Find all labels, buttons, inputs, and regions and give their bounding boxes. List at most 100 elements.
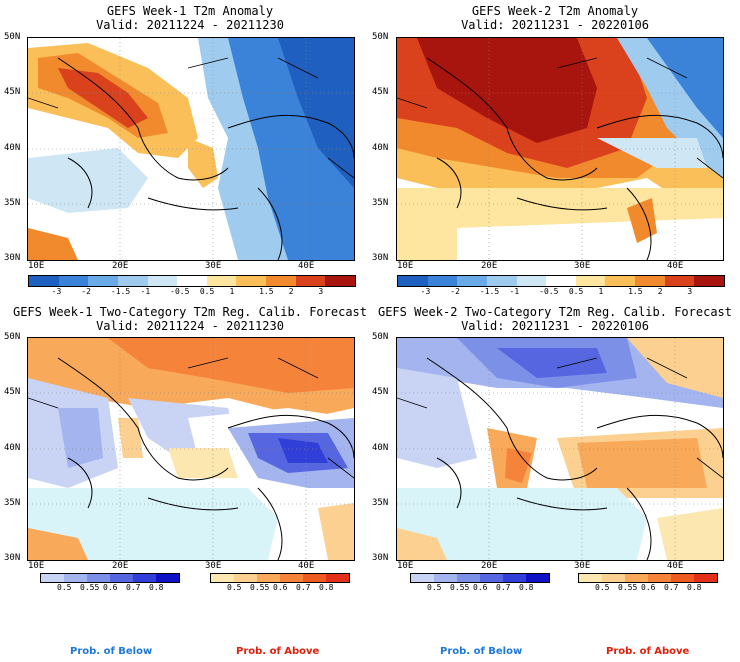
colorbar-tick-label: 2 [288,287,294,296]
colorbar-swatch [434,574,457,582]
lon-label: 40E [298,261,315,271]
lat-label: 30N [4,253,21,263]
colorbar-tick-label: 0.7 [496,583,511,592]
colorbar-swatch [110,574,133,582]
colorbar-swatch [147,276,178,286]
colorbar-tick-label: 0.8 [687,583,702,592]
panel-title: GEFS Week-2 Two-Category T2m Reg. Calib.… [377,305,732,319]
colorbar-swatch [605,276,636,286]
colorbar-tick-label: 0.5 [595,583,610,592]
lat-label: 40N [4,443,21,453]
colorbar-swatch [694,574,717,582]
lon-label: 30E [205,561,222,571]
lon-label: 10E [28,561,45,571]
prob-above-label: Prob. of Above [236,646,320,657]
colorbar-swatch [325,276,356,286]
colorbar-swatch [295,276,326,286]
colorbar-tick-label: 0.5 [568,287,584,296]
colorbar-swatch [526,574,549,582]
lat-label: 35N [4,498,21,508]
lat-label: 45N [4,387,21,397]
colorbar-tick-label: 0.5 [199,287,215,296]
panel-valid: Valid: 20211224 - 20211230 [96,319,284,333]
lat-label: 40N [372,443,389,453]
lon-label: 20E [112,261,129,271]
colorbar-tick-label: 0.7 [126,583,141,592]
lat-label: 35N [372,198,389,208]
panel-title: GEFS Week-1 T2m Anomaly [106,4,274,18]
map-week1-probability [27,337,355,561]
colorbar-swatch [457,276,487,286]
colorbar-tick-label: 2 [657,287,663,296]
colorbar-tick-label: 0.8 [319,583,334,592]
colorbar-tick-label: 0.6 [273,583,288,592]
lat-label: 50N [372,32,389,42]
colorbar-swatch [177,276,207,286]
lon-label: 40E [298,561,315,571]
lon-label: 10E [28,261,45,271]
colorbar-swatch [64,574,87,582]
colorbar-tick-label: 3 [318,287,324,296]
colorbar-swatch [671,574,694,582]
colorbar-swatch [503,574,526,582]
colorbar-tick-label: 0.6 [103,583,118,592]
lat-label: 50N [4,332,21,342]
panel-title: GEFS Week-1 Two-Category T2m Reg. Calib.… [12,305,367,319]
colorbar-swatch [635,276,665,286]
colorbar-tick-label: 1.5 [259,287,274,296]
lat-label: 45N [372,387,389,397]
colorbar-tick-label: 3 [687,287,693,296]
panel-title: GEFS Week-2 T2m Anomaly [471,4,639,18]
colorbar-swatch [156,574,179,582]
lat-label: 45N [4,87,21,97]
colorbar-tick-label: -0.5 [539,287,559,296]
lon-label: 30E [574,261,591,271]
colorbar-tick-label: 1.5 [628,287,643,296]
colorbar-swatch [280,574,303,582]
colorbar-tick-label: 1 [598,287,604,296]
colorbar-swatch [694,276,725,286]
map-week2-anomaly [396,37,724,261]
colorbar-swatch [648,574,671,582]
lon-label: 40E [667,261,684,271]
colorbar-tick-label: 0.55 [450,583,470,592]
below-colorbar [410,573,550,583]
map-week1-anomaly [27,37,355,261]
colorbar-tick-label: 0.55 [618,583,638,592]
colorbar-tick-label: 0.55 [80,583,100,592]
lon-label: 40E [667,561,684,571]
lon-label: 30E [205,261,222,271]
prob-below-label: Prob. of Below [440,646,523,657]
colorbar-swatch [133,574,156,582]
colorbar-tick-label: -0.5 [170,287,190,296]
panel-valid: Valid: 20211231 - 20220106 [461,18,649,32]
lat-label: 35N [4,198,21,208]
lon-label: 10E [397,561,414,571]
panel-valid: Valid: 20211224 - 20211230 [96,18,284,32]
colorbar-tick-label: 0.5 [227,583,242,592]
colorbar-tick-label: 0.5 [427,583,442,592]
panel-valid: Valid: 20211231 - 20220106 [461,319,649,333]
colorbar-swatch [546,276,576,286]
below-colorbar [40,573,180,583]
colorbar-tick-label: -2 [81,287,91,296]
colorbar-swatch [88,276,118,286]
lon-label: 20E [481,561,498,571]
colorbar-swatch [457,574,480,582]
lat-label: 30N [4,553,21,563]
colorbar-swatch [303,574,326,582]
colorbar-swatch [625,574,648,582]
colorbar-swatch [266,276,296,286]
colorbar-tick-label: 1 [229,287,235,296]
lat-label: 45N [372,87,389,97]
colorbar-swatch [326,574,349,582]
colorbar-tick-label: -1 [509,287,520,296]
colorbar-swatch [257,574,280,582]
map-week2-probability [396,337,724,561]
colorbar-swatch [29,276,59,286]
colorbar-swatch [234,574,257,582]
colorbar-swatch [236,276,267,286]
colorbar-tick-label: -1.5 [479,287,500,296]
lon-label: 10E [397,261,414,271]
colorbar-swatch [480,574,503,582]
